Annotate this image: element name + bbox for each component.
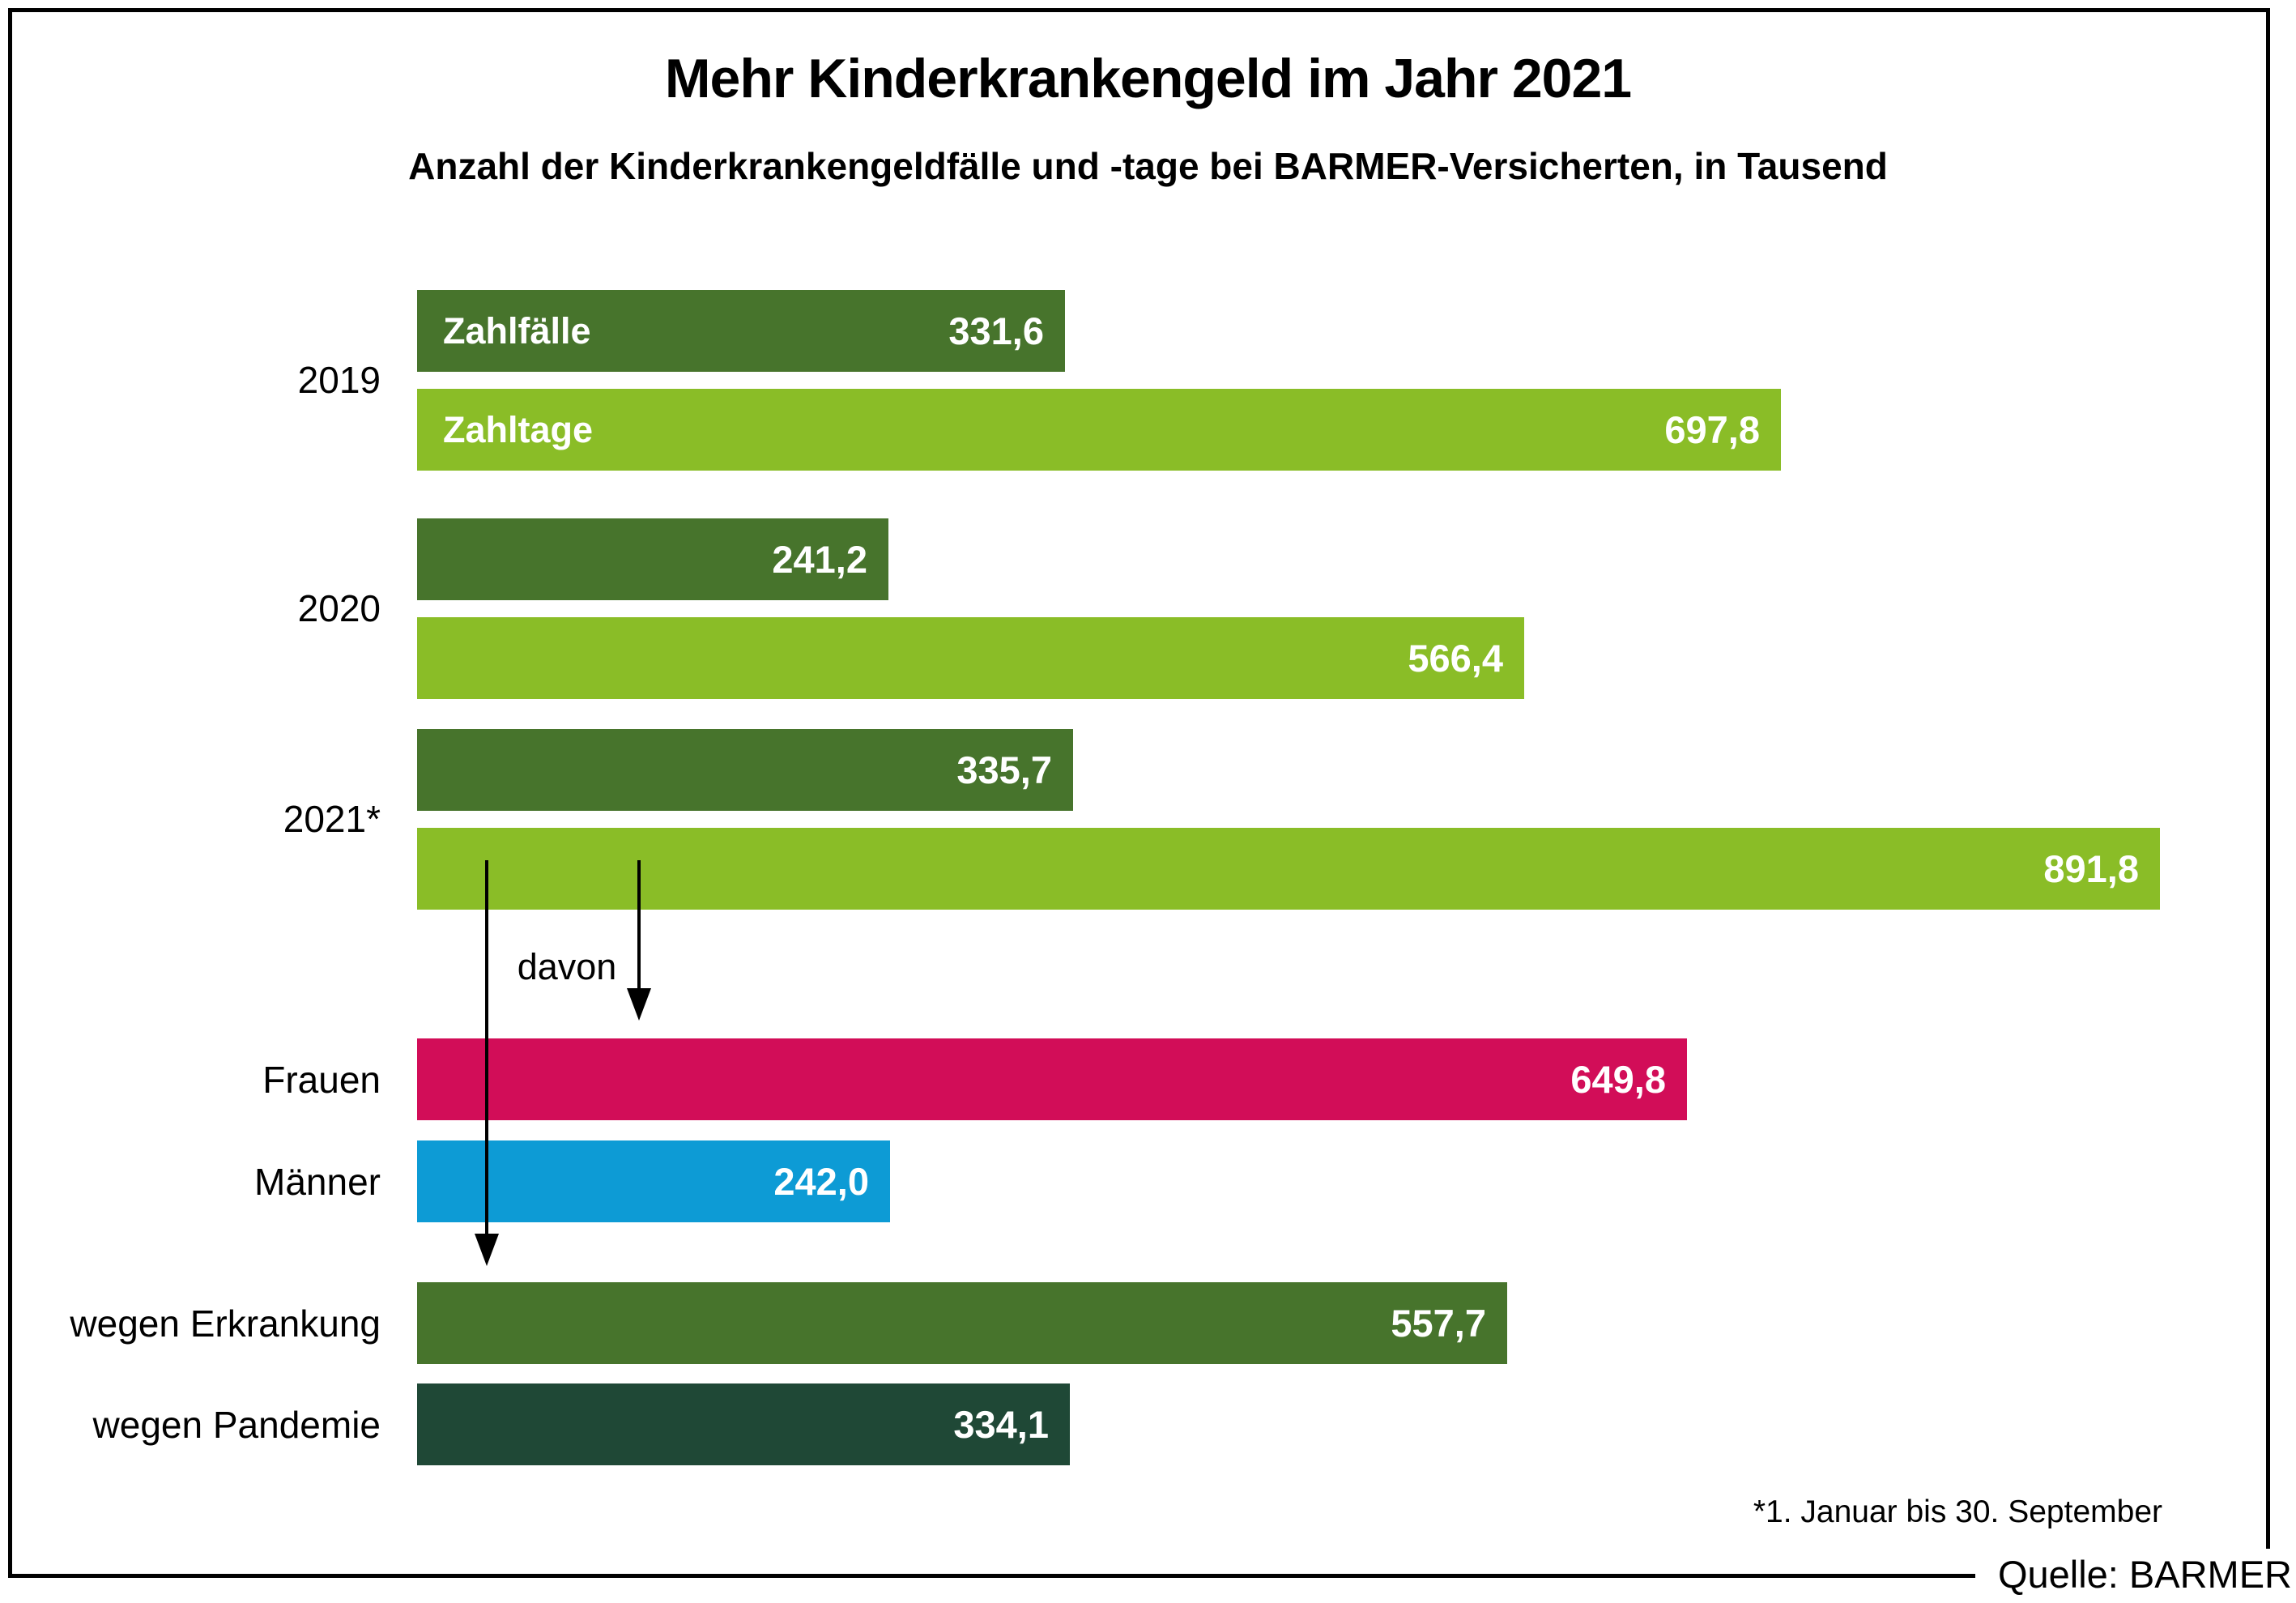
davon-arrow-to-reason-head [475, 1234, 499, 1266]
bar-2019-zahlfaelle: Zahlfälle 331,6 [417, 290, 1065, 372]
value-label-wegen-pandemie: 334,1 [953, 1403, 1049, 1446]
chart-title: Mehr Kinderkrankengeld im Jahr 2021 [664, 48, 1632, 109]
chart-subtitle: Anzahl der Kinderkrankengeldfälle und -t… [408, 145, 1888, 187]
value-label-2019-zahltage: 697,8 [1664, 408, 1760, 451]
category-label-wegen-pandemie: wegen Pandemie [92, 1404, 381, 1446]
bar-maenner: 242,0 [417, 1140, 890, 1222]
series-label-zahltage: Zahltage [443, 408, 594, 450]
category-label-2019: 2019 [297, 359, 381, 401]
bar-wegen-pandemie: 334,1 [417, 1383, 1070, 1465]
davon-label: davon [517, 946, 617, 987]
category-label-2020: 2020 [297, 587, 381, 629]
bar-2020-zahltage: 566,4 [417, 617, 1524, 699]
value-label-maenner: 242,0 [773, 1160, 869, 1203]
davon-arrow-to-gender-head [627, 988, 651, 1021]
bar-2020-zahlfaelle: 241,2 [417, 518, 888, 600]
source-credit: Quelle: BARMER [1974, 1549, 2292, 1603]
category-label-maenner: Männer [254, 1161, 381, 1203]
series-label-zahlfaelle: Zahlfälle [443, 309, 591, 352]
value-label-2020-zahltage: 566,4 [1408, 637, 1503, 680]
category-label-wegen-erkrankung: wegen Erkrankung [70, 1302, 381, 1345]
value-label-2020-zahlfaelle: 241,2 [772, 538, 867, 581]
category-label-frauen: Frauen [262, 1059, 381, 1101]
value-label-2021-zahlfaelle: 335,7 [956, 748, 1052, 791]
bar-2021-zahlfaelle: 335,7 [417, 729, 1073, 811]
bar-2021-zahltage: 891,8 [417, 828, 2160, 910]
bar-frauen: 649,8 [417, 1038, 1687, 1120]
bar-2019-zahltage: Zahltage 697,8 [417, 389, 1781, 471]
value-label-2021-zahltage: 891,8 [2043, 847, 2139, 890]
value-label-wegen-erkrankung: 557,7 [1391, 1302, 1486, 1345]
category-label-2021: 2021* [283, 798, 381, 840]
value-label-frauen: 649,8 [1570, 1058, 1666, 1101]
value-label-2019-zahlfaelle: 331,6 [948, 309, 1044, 352]
davon-arrow-to-gender-line [637, 860, 641, 990]
bar-wegen-erkrankung: 557,7 [417, 1282, 1507, 1364]
davon-arrow-to-reason-line [485, 860, 488, 1235]
footnote: *1. Januar bis 30. September [1753, 1494, 2162, 1529]
